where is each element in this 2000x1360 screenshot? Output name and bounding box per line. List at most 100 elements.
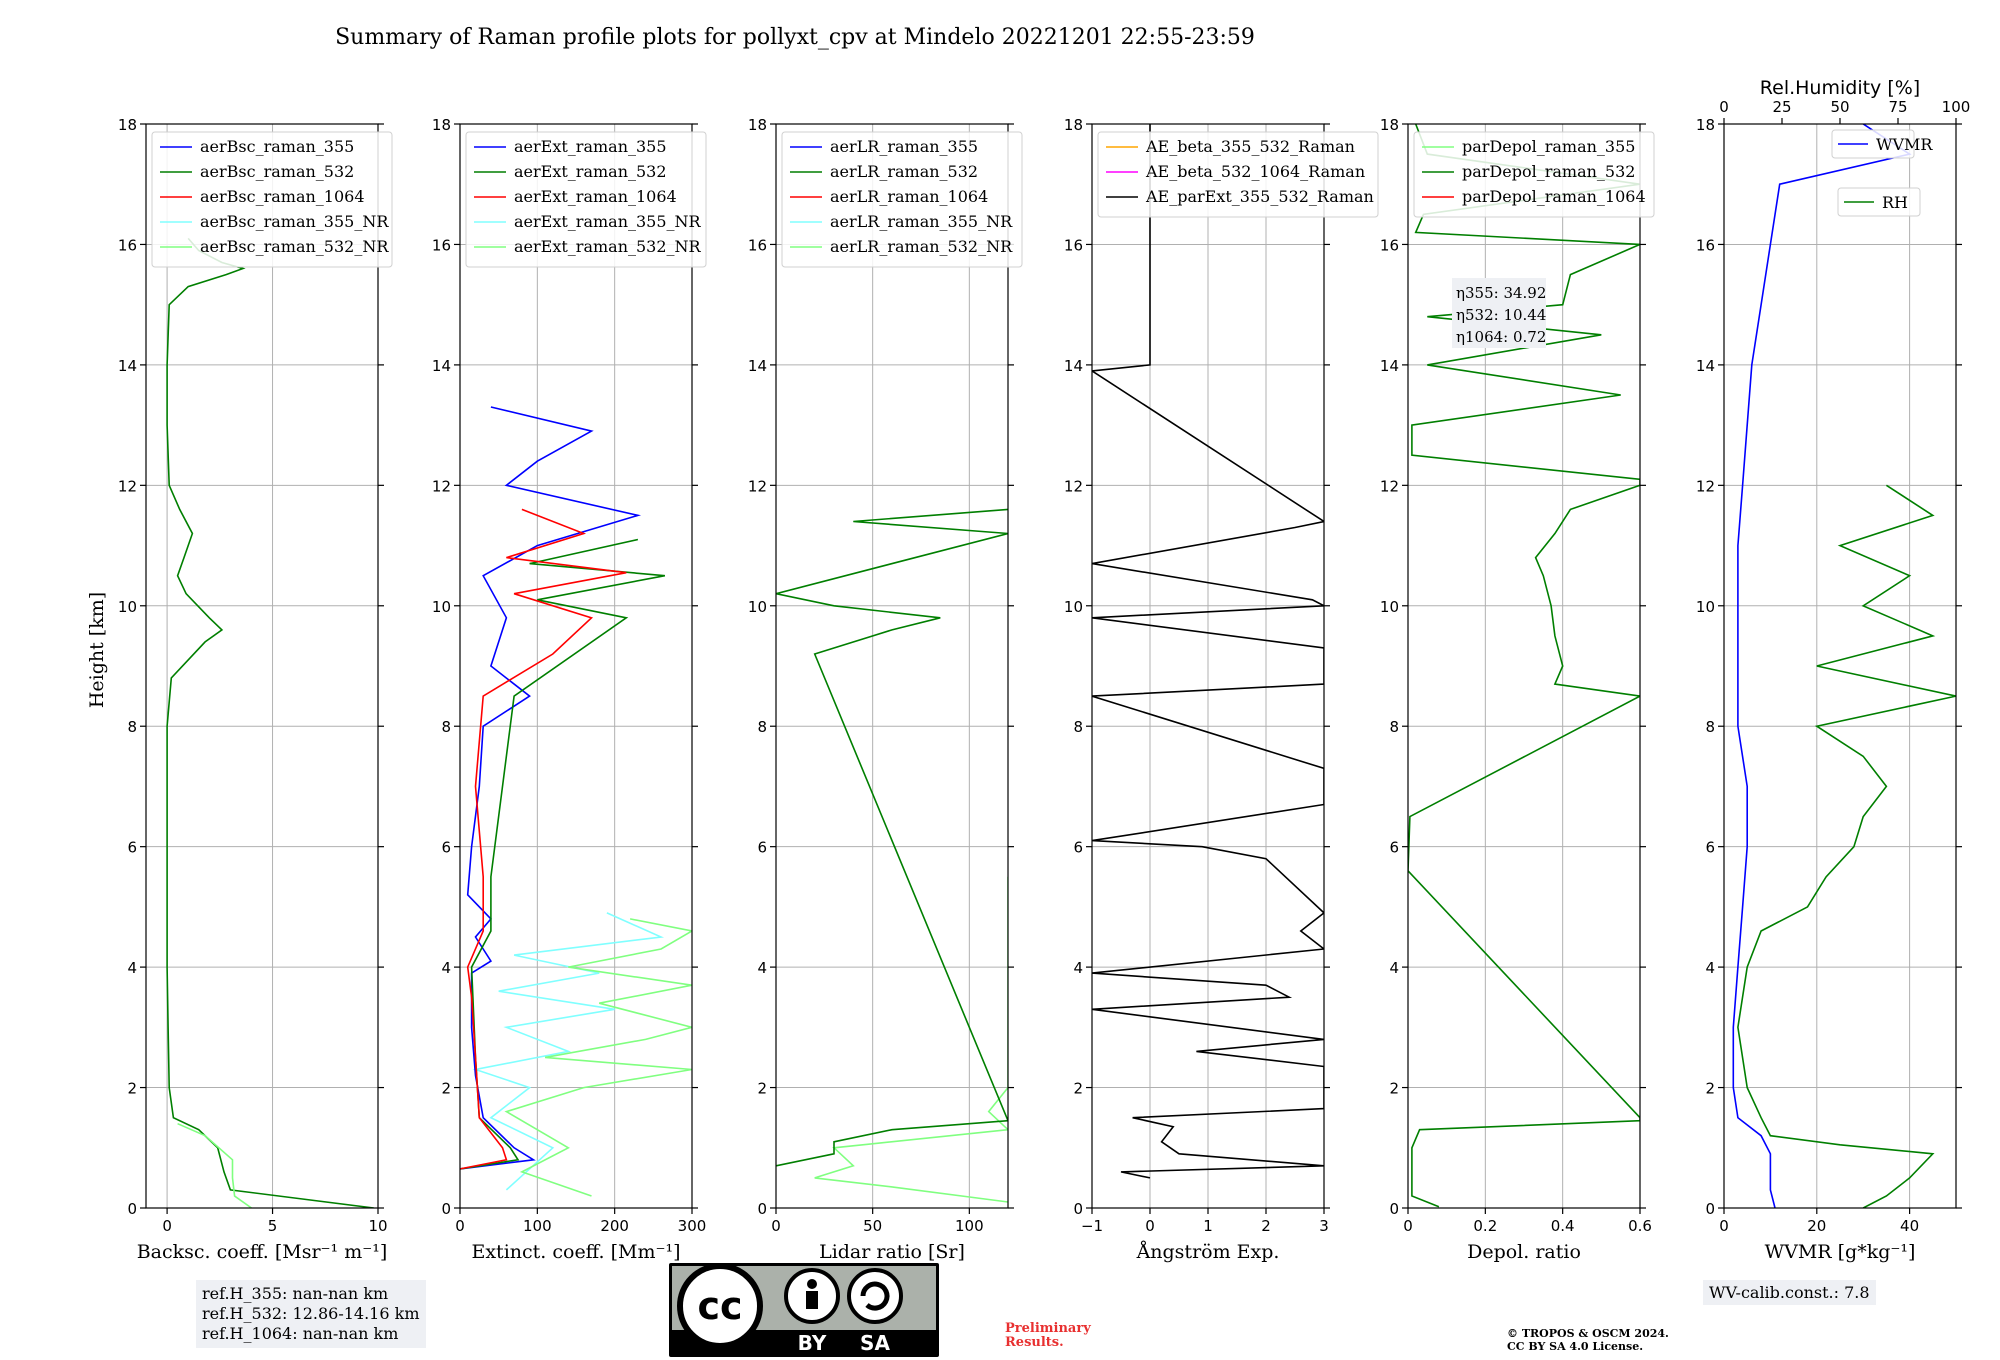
x-tick-label: 0.6 [1628, 1217, 1652, 1235]
series-aerBsc_raman_532 [166, 237, 374, 1208]
copyright-line-1: © TROPOS & OSCM 2024. [1507, 1327, 1669, 1340]
top-tick-label: 75 [1888, 98, 1907, 116]
series-group [1092, 124, 1324, 1179]
annotation-line: η1064: 0.72 [1456, 328, 1546, 346]
x-axis-label: Ångström Exp. [1136, 1241, 1280, 1263]
legend-entry: aerLR_raman_355_NR [830, 212, 1013, 231]
y-tick-label: 6 [441, 839, 451, 857]
y-tick-label: 10 [1064, 598, 1083, 616]
y-tick-label: 10 [1696, 598, 1715, 616]
x-tick-label: 0.2 [1473, 1217, 1497, 1235]
y-tick-label: 0 [1389, 1200, 1399, 1218]
x-tick-label: 100 [523, 1217, 552, 1235]
y-tick-label: 2 [1705, 1080, 1715, 1098]
y-tick-label: 18 [432, 116, 451, 134]
annotation-line: η355: 34.92 [1456, 284, 1546, 302]
preliminary-note: Preliminary Results. [1005, 1322, 1091, 1350]
series-aerExt_raman_1064 [460, 508, 627, 1170]
y-tick-label: 8 [441, 718, 451, 736]
series-aerLR_raman_532_NR [814, 876, 1008, 1203]
x-tick-label: 200 [600, 1217, 629, 1235]
legend-entry: aerLR_raman_355 [830, 137, 978, 156]
cc-by-sa-badge: cc BY SA [669, 1263, 939, 1357]
badge-by: BY [798, 1331, 827, 1355]
y-tick-label: 18 [1696, 116, 1715, 134]
badge-sa: SA [860, 1331, 890, 1355]
legend-box [1097, 131, 1379, 218]
y-tick-label: 12 [1380, 477, 1399, 495]
axes-frame [145, 123, 379, 1209]
y-tick-label: 4 [1073, 959, 1083, 977]
y-tick-label: 14 [432, 357, 451, 375]
axes-frame [459, 123, 693, 1209]
series-aerLR_raman_532 [776, 508, 1008, 1167]
legend-entry: aerExt_raman_355_NR [514, 212, 702, 231]
legend-entry: aerBsc_raman_532 [200, 162, 354, 181]
legend-box [465, 131, 707, 268]
series-aerExt_raman_355_NR [472, 912, 665, 1191]
y-tick-label: 14 [1380, 357, 1399, 375]
x-tick-label: 10 [368, 1217, 387, 1235]
y-tick-label: 16 [748, 236, 767, 254]
legend-entry: aerLR_raman_532 [830, 162, 978, 181]
series-RH [1737, 484, 1956, 1208]
y-tick-label: 14 [748, 357, 767, 375]
legend-entry: parDepol_raman_1064 [1462, 187, 1646, 206]
y-tick-label: 14 [1064, 357, 1083, 375]
y-tick-label: 16 [432, 236, 451, 254]
x-tick-label: 0 [1145, 1217, 1155, 1235]
axes-frame [1723, 123, 1957, 1209]
y-tick-label: 12 [118, 477, 137, 495]
legend-box [1413, 131, 1655, 218]
y-tick-label: 14 [118, 357, 137, 375]
ref-height-1064: ref.H_1064: nan-nan km [202, 1324, 399, 1343]
y-tick-label: 8 [757, 718, 767, 736]
y-tick-label: 10 [1380, 598, 1399, 616]
top-axis-label: Rel.Humidity [%] [1760, 77, 1920, 99]
annotation-box [1452, 278, 1546, 348]
legend-entry: aerExt_raman_532 [514, 162, 667, 181]
legend-entry: AE_beta_355_532_Raman [1145, 137, 1355, 156]
y-tick-label: 0 [1073, 1200, 1083, 1218]
legend-box [1831, 129, 1915, 159]
y-tick-label: 0 [1705, 1200, 1715, 1218]
y-tick-label: 0 [127, 1200, 137, 1218]
ref-height-355: ref.H_355: nan-nan km [202, 1284, 389, 1303]
y-axis-label: Height [km] [86, 592, 108, 708]
sa-share-icon [847, 1268, 903, 1324]
panel-2: 0 2 4 6 8 10 12 14 16 18 0 100 200 300 Extinct. coeff.… [432, 116, 707, 1263]
y-tick-label: 10 [432, 598, 451, 616]
y-tick-label: 6 [1073, 839, 1083, 857]
panel-5: 0 2 4 6 8 10 12 14 16 18 0 0.2 0.4 0.6 Depol. ratio par… [1380, 116, 1655, 1263]
y-tick-label: 6 [757, 839, 767, 857]
legend-entry: aerLR_raman_1064 [830, 187, 988, 206]
x-tick-label: −1 [1081, 1217, 1103, 1235]
y-tick-label: 12 [748, 477, 767, 495]
top-tick-label: 100 [1942, 98, 1971, 116]
y-tick-label: 2 [127, 1080, 137, 1098]
copyright-line-2: CC BY SA 4.0 License. [1507, 1340, 1644, 1353]
copyright-note: © TROPOS & OSCM 2024. CC BY SA 4.0 Licen… [1507, 1327, 1669, 1353]
legend-entry: aerExt_raman_532_NR [514, 237, 702, 256]
series-AE_parExt_355_532_Raman [1092, 124, 1324, 1179]
x-tick-label: 40 [1900, 1217, 1919, 1235]
legend-entry: RH [1882, 193, 1908, 212]
y-tick-label: 16 [118, 236, 137, 254]
x-tick-label: 0 [162, 1217, 172, 1235]
panel-1: 0 2 4 6 8 10 12 14 16 18 0 5 10 Backsc. coeff. [Msr⁻¹… [118, 116, 393, 1263]
x-tick-label: 0 [1403, 1217, 1413, 1235]
top-tick-label: 0 [1719, 98, 1729, 116]
legend-entry: aerBsc_raman_355_NR [200, 212, 389, 231]
top-tick-label: 50 [1830, 98, 1849, 116]
legend-entry: aerExt_raman_355 [514, 137, 667, 156]
series-aerExt_raman_532 [460, 538, 666, 1170]
series-group [1408, 124, 1640, 1208]
x-axis-label: Lidar ratio [Sr] [819, 1241, 965, 1263]
x-tick-label: 0 [455, 1217, 465, 1235]
x-axis-label: Extinct. coeff. [Mm⁻¹] [471, 1241, 680, 1263]
y-tick-label: 2 [1389, 1080, 1399, 1098]
y-tick-label: 6 [1389, 839, 1399, 857]
ref-height-532: ref.H_532: 12.86-14.16 km [202, 1304, 420, 1323]
